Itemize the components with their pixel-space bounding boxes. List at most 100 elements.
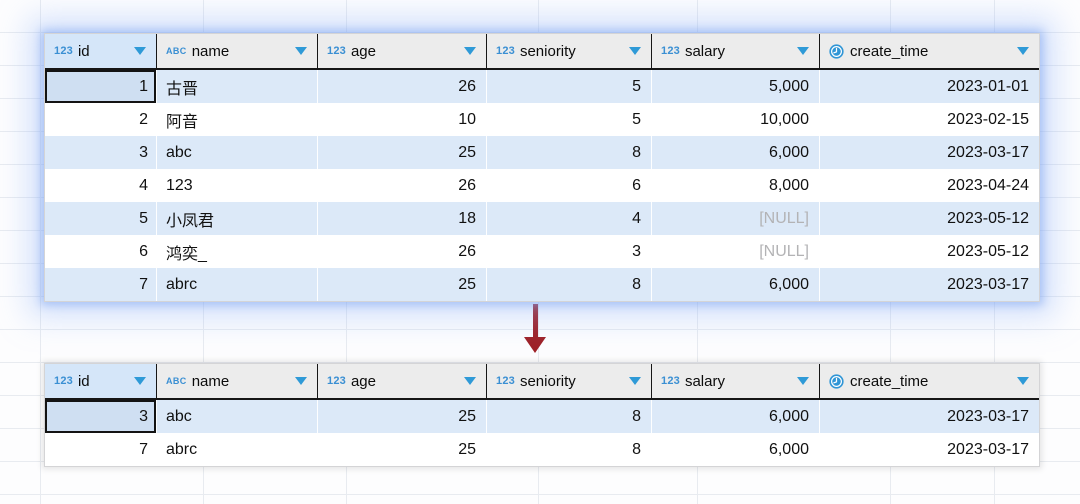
cell-age[interactable]: 25 (318, 136, 487, 169)
column-header-id[interactable]: 123 id (45, 364, 157, 398)
cell-salary[interactable]: [NULL] (652, 235, 820, 268)
column-header-id[interactable]: 123 id (45, 34, 157, 68)
cell-salary[interactable]: 6,000 (652, 433, 820, 466)
cell-create_time[interactable]: 2023-03-17 (947, 275, 1029, 293)
table-row[interactable]: 1 古晋 26 5 5,000 2023-01-01 (45, 70, 1039, 103)
filter-dropdown-icon[interactable] (629, 47, 641, 55)
column-header-seniority[interactable]: 123 seniority (487, 364, 652, 398)
cell-name[interactable]: 鸿奕_ (157, 235, 318, 268)
cell-age[interactable]: 25 (318, 268, 487, 301)
cell-age[interactable]: 26 (318, 169, 487, 202)
cell-id[interactable]: 7 (45, 433, 157, 466)
cell-seniority[interactable]: 5 (487, 103, 652, 136)
filter-dropdown-icon[interactable] (295, 47, 307, 55)
cell-create_time[interactable]: 2023-04-24 (947, 176, 1029, 194)
filter-dropdown-icon[interactable] (295, 377, 307, 385)
cell-salary[interactable]: 8,000 (652, 169, 820, 202)
cell-seniority[interactable]: 8 (487, 136, 652, 169)
column-header-age[interactable]: 123 age (318, 34, 487, 68)
cell-id[interactable]: 7 (45, 268, 157, 301)
cell-salary[interactable]: 5,000 (652, 70, 820, 103)
cell-id[interactable]: 1 (45, 70, 157, 103)
table-row[interactable]: 3 abc 25 8 6,000 2023-03-17 (45, 400, 1039, 433)
number-type-icon: 123 (54, 45, 73, 57)
cell-age[interactable]: 25 (318, 433, 487, 466)
cell-create_time[interactable]: 2023-03-17 (947, 440, 1029, 458)
column-header-salary[interactable]: 123 salary (652, 34, 820, 68)
cell-seniority[interactable]: 3 (487, 235, 652, 268)
table-row[interactable]: 3 abc 25 8 6,000 2023-03-17 (45, 136, 1039, 169)
cell-name[interactable]: abrc (157, 433, 318, 466)
text-type-icon: ABC (166, 46, 187, 56)
column-label: id (77, 372, 90, 390)
cell-age[interactable]: 26 (318, 235, 487, 268)
cell-name[interactable]: abc (157, 136, 318, 169)
cell-seniority[interactable]: 6 (487, 169, 652, 202)
down-arrow-head (524, 337, 546, 353)
filter-dropdown-icon[interactable] (1017, 377, 1029, 385)
cell-seniority[interactable]: 8 (487, 433, 652, 466)
cell-age[interactable]: 10 (318, 103, 487, 136)
table-row[interactable]: 4 123 26 6 8,000 2023-04-24 (45, 169, 1039, 202)
table-row[interactable]: 7 abrc 25 8 6,000 2023-03-17 (45, 268, 1039, 301)
table-body: 1 古晋 26 5 5,000 2023-01-01 2 阿音 10 5 10,000 2023-02… (45, 70, 1039, 301)
cell-salary[interactable]: 10,000 (652, 103, 820, 136)
filter-dropdown-icon[interactable] (797, 47, 809, 55)
cell-salary[interactable]: 6,000 (652, 268, 820, 301)
cell-age[interactable]: 18 (318, 202, 487, 235)
cell-id[interactable]: 6 (45, 235, 157, 268)
result-grid-bottom: 123 id ABC name 123 age 123 seniority 12… (44, 363, 1040, 467)
cell-name[interactable]: abc (157, 400, 318, 433)
column-header-seniority[interactable]: 123 seniority (487, 34, 652, 68)
cell-id[interactable]: 5 (45, 202, 157, 235)
number-type-icon: 123 (661, 45, 680, 57)
column-header-salary[interactable]: 123 salary (652, 364, 820, 398)
filter-dropdown-icon[interactable] (797, 377, 809, 385)
cell-name[interactable]: 阿音 (157, 103, 318, 136)
cell-age[interactable]: 25 (318, 400, 487, 433)
cell-id[interactable]: 3 (45, 136, 157, 169)
table-row[interactable]: 6 鸿奕_ 26 3 [NULL] 2023-05-12 (45, 235, 1039, 268)
column-header-name[interactable]: ABC name (157, 34, 318, 68)
filter-dropdown-icon[interactable] (1017, 47, 1029, 55)
table-row[interactable]: 7 abrc 25 8 6,000 2023-03-17 (45, 433, 1039, 466)
cell-name[interactable]: 小凤君 (157, 202, 318, 235)
number-type-icon: 123 (496, 375, 515, 387)
filter-dropdown-icon[interactable] (464, 47, 476, 55)
cell-salary[interactable]: [NULL] (652, 202, 820, 235)
cell-create_time[interactable]: 2023-03-17 (947, 143, 1029, 161)
filter-dropdown-icon[interactable] (134, 377, 146, 385)
cell-create_time[interactable]: 2023-01-01 (947, 77, 1029, 95)
column-header-create-time[interactable]: create_time (820, 34, 1039, 68)
table-row[interactable]: 5 小凤君 18 4 [NULL] 2023-05-12 (45, 202, 1039, 235)
column-label: salary (684, 42, 725, 60)
cell-id[interactable]: 4 (45, 169, 157, 202)
cell-seniority[interactable]: 8 (487, 268, 652, 301)
column-label: seniority (519, 42, 576, 60)
cell-create_time[interactable]: 2023-03-17 (947, 407, 1029, 425)
cell-age[interactable]: 26 (318, 70, 487, 103)
column-header-age[interactable]: 123 age (318, 364, 487, 398)
cell-create_time[interactable]: 2023-05-12 (947, 242, 1029, 260)
filter-dropdown-icon[interactable] (629, 377, 641, 385)
filter-dropdown-icon[interactable] (134, 47, 146, 55)
cell-id[interactable]: 2 (45, 103, 157, 136)
column-label: seniority (519, 372, 576, 390)
cell-seniority[interactable]: 4 (487, 202, 652, 235)
column-header-name[interactable]: ABC name (157, 364, 318, 398)
cell-create_time[interactable]: 2023-02-15 (947, 110, 1029, 128)
cell-salary[interactable]: 6,000 (652, 136, 820, 169)
filter-dropdown-icon[interactable] (464, 377, 476, 385)
cell-create_time[interactable]: 2023-05-12 (947, 209, 1029, 227)
cell-seniority[interactable]: 8 (487, 400, 652, 433)
table-row[interactable]: 2 阿音 10 5 10,000 2023-02-15 (45, 103, 1039, 136)
column-header-create-time[interactable]: create_time (820, 364, 1039, 398)
cell-seniority[interactable]: 5 (487, 70, 652, 103)
cell-id[interactable]: 3 (45, 400, 157, 433)
cell-name[interactable]: 古晋 (157, 70, 318, 103)
cell-salary[interactable]: 6,000 (652, 400, 820, 433)
down-arrow-shaft (533, 304, 538, 337)
cell-name[interactable]: abrc (157, 268, 318, 301)
cell-name[interactable]: 123 (157, 169, 318, 202)
